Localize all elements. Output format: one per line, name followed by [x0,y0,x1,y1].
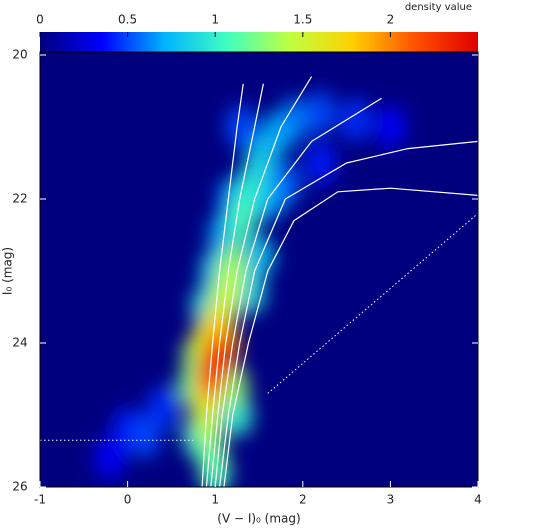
y-tick-label: 20 [12,48,27,62]
density-cell [199,342,232,387]
density-cell [225,198,258,243]
x-axis-label: (V − I)₀ (mag) [217,512,300,526]
y-tick-label: 22 [12,192,27,206]
colorbar-label: density value [405,2,472,13]
x-tick-label: 3 [387,493,395,507]
isochrone [205,83,264,487]
x-tick-label: 1 [211,493,219,507]
isochrone [210,76,313,487]
density-cell [243,234,275,279]
y-tick-label: 24 [12,336,27,350]
colorbar-tick-label: 2 [387,13,395,27]
density-layer [40,76,478,487]
density-cell [374,105,407,149]
x-tick-label: -1 [34,493,46,507]
isochrone [218,140,478,487]
isochrone [223,187,478,487]
density-cell [129,414,162,459]
density-cell [304,90,337,135]
density-cell [225,105,258,149]
colorbar-tick-label: 0.5 [118,13,137,27]
y-tick-label: 26 [12,480,27,494]
colorbar-tick-label: 0 [36,13,44,27]
isochrone [214,97,382,487]
plot-frame [39,51,479,488]
x-tick-label: 0 [124,493,132,507]
isochrone [201,83,244,487]
x-tick-label: 2 [299,493,307,507]
density-cell [339,97,372,142]
colorbar [40,32,478,52]
x-tick-label: 4 [474,493,482,507]
density-cell [146,385,179,430]
y-axis-label: I₀ (mag) [1,247,15,295]
density-cell [94,436,127,481]
colorbar-tick-label: 1 [211,13,219,27]
colorbar-tick-label: 1.5 [293,13,312,27]
